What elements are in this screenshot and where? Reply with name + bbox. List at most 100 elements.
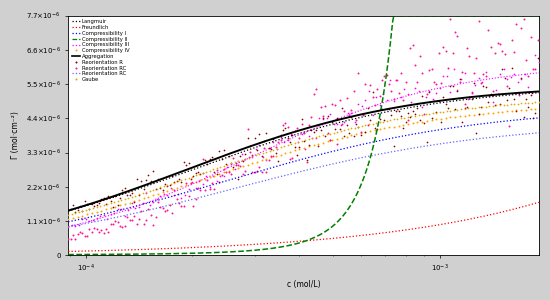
Point <box>331 102 339 107</box>
Point <box>335 126 344 131</box>
Point <box>329 130 338 135</box>
Point <box>71 236 80 241</box>
Point <box>109 205 118 209</box>
Point <box>421 112 430 116</box>
Point <box>333 116 342 120</box>
Point <box>365 122 373 127</box>
Point <box>120 186 129 190</box>
Point <box>422 92 431 96</box>
Point <box>269 136 278 141</box>
Point <box>156 185 164 190</box>
Point <box>102 207 111 212</box>
Point <box>417 112 426 117</box>
Point <box>531 106 540 111</box>
Point <box>318 133 327 138</box>
Point <box>243 136 252 141</box>
Point <box>283 125 292 130</box>
Point <box>96 204 104 209</box>
Point <box>308 136 317 141</box>
Point <box>250 170 259 175</box>
Point <box>236 153 245 158</box>
Point <box>137 209 146 214</box>
Point <box>216 165 225 170</box>
Point <box>273 147 282 152</box>
Point <box>281 151 290 155</box>
Point <box>351 118 360 123</box>
Point <box>191 186 200 190</box>
Point <box>153 176 162 181</box>
Point <box>177 178 186 183</box>
Point <box>351 132 360 137</box>
Point <box>234 177 243 182</box>
Point <box>201 188 210 193</box>
Point <box>179 203 188 208</box>
Y-axis label: Γ (mol·cm⁻²): Γ (mol·cm⁻²) <box>11 112 20 159</box>
Point <box>305 133 314 138</box>
Point <box>491 51 499 56</box>
Point <box>280 139 289 144</box>
Point <box>389 97 398 101</box>
Point <box>201 158 210 163</box>
Point <box>64 217 73 221</box>
Point <box>338 105 346 110</box>
Point <box>199 156 207 161</box>
Point <box>252 169 261 173</box>
Point <box>451 114 460 119</box>
Point <box>260 138 268 143</box>
Point <box>294 140 302 145</box>
Point <box>414 113 423 118</box>
Point <box>293 126 301 131</box>
Point <box>535 60 543 64</box>
Point <box>425 88 433 93</box>
Point <box>359 112 367 117</box>
Point <box>194 186 202 190</box>
Point <box>281 121 290 125</box>
Point <box>163 184 172 189</box>
Point <box>241 152 250 157</box>
Point <box>387 113 396 118</box>
Point <box>503 84 512 88</box>
Point <box>71 211 80 216</box>
Point <box>340 128 349 132</box>
Point <box>471 83 480 88</box>
Point <box>392 108 400 113</box>
Point <box>401 120 410 125</box>
Point <box>513 79 522 84</box>
Point <box>505 85 514 90</box>
Point <box>351 122 360 126</box>
Point <box>244 154 253 159</box>
Point <box>468 91 476 95</box>
Point <box>170 192 179 197</box>
Point <box>439 95 448 100</box>
Point <box>344 113 353 118</box>
Point <box>408 109 417 114</box>
Point <box>507 38 516 43</box>
Point <box>428 96 437 101</box>
Point <box>69 232 78 237</box>
Point <box>437 80 446 85</box>
Point <box>517 101 526 106</box>
Point <box>535 100 543 104</box>
Point <box>97 208 106 213</box>
Point <box>241 169 250 174</box>
Point <box>227 160 235 165</box>
Point <box>205 175 214 179</box>
Point <box>315 116 324 120</box>
Point <box>498 109 507 114</box>
Point <box>99 203 108 208</box>
Point <box>316 105 325 110</box>
Point <box>432 82 441 87</box>
Point <box>230 160 239 165</box>
Point <box>241 156 250 161</box>
Point <box>404 115 412 119</box>
Point <box>123 193 131 198</box>
Point <box>260 146 268 151</box>
Point <box>106 201 115 206</box>
Point <box>407 114 416 119</box>
Point <box>71 209 80 214</box>
Point <box>354 71 363 76</box>
Point <box>394 123 403 128</box>
Point <box>432 117 441 122</box>
Point <box>458 69 466 74</box>
Point <box>503 102 512 107</box>
